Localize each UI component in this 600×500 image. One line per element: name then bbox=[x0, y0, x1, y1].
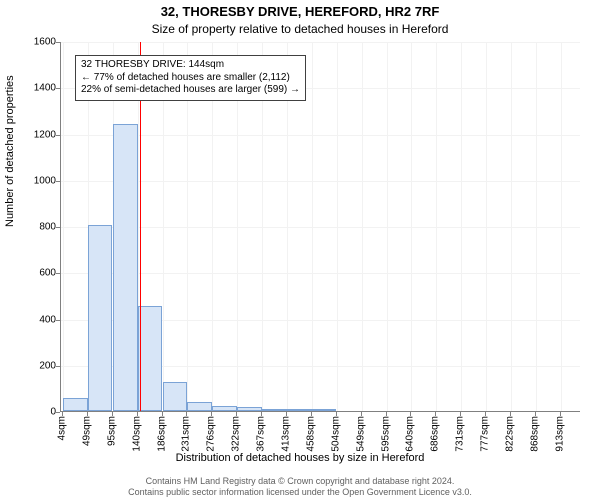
grid-v bbox=[337, 42, 338, 411]
histogram-bar bbox=[212, 406, 237, 411]
x-tick-label: 731sqm bbox=[455, 416, 466, 452]
x-tick-mark bbox=[510, 412, 511, 416]
x-tick-mark bbox=[336, 412, 337, 416]
histogram-bar bbox=[262, 409, 287, 411]
y-tick-label: 0 bbox=[6, 407, 56, 418]
x-tick-mark bbox=[485, 412, 486, 416]
x-tick-mark bbox=[435, 412, 436, 416]
histogram-bar bbox=[88, 225, 113, 411]
page: 32, THORESBY DRIVE, HEREFORD, HR2 7RF Si… bbox=[0, 0, 600, 500]
grid-v bbox=[411, 42, 412, 411]
x-tick-label: 231sqm bbox=[181, 416, 192, 452]
annotation-line-2: ← 77% of detached houses are smaller (2,… bbox=[81, 72, 300, 85]
x-tick-mark bbox=[386, 412, 387, 416]
footer-line-1: Contains HM Land Registry data © Crown c… bbox=[0, 476, 600, 487]
annotation-line-1: 32 THORESBY DRIVE: 144sqm bbox=[81, 59, 300, 72]
x-tick-mark bbox=[535, 412, 536, 416]
footer-line-2: Contains public sector information licen… bbox=[0, 487, 600, 498]
x-tick-label: 822sqm bbox=[504, 416, 515, 452]
y-tick-mark bbox=[56, 135, 60, 136]
x-tick-label: 413sqm bbox=[281, 416, 292, 452]
chart-title: 32, THORESBY DRIVE, HEREFORD, HR2 7RF bbox=[0, 4, 600, 19]
y-tick-label: 800 bbox=[6, 222, 56, 233]
annotation-line-3: 22% of semi-detached houses are larger (… bbox=[81, 84, 300, 97]
x-tick-mark bbox=[211, 412, 212, 416]
annotation-box: 32 THORESBY DRIVE: 144sqm ← 77% of detac… bbox=[75, 55, 306, 101]
x-tick-label: 140sqm bbox=[131, 416, 142, 452]
histogram-bar bbox=[163, 382, 188, 411]
x-tick-label: 640sqm bbox=[405, 416, 416, 452]
x-tick-mark bbox=[410, 412, 411, 416]
x-tick-label: 913sqm bbox=[554, 416, 565, 452]
y-tick-mark bbox=[56, 320, 60, 321]
histogram-bar bbox=[63, 398, 88, 411]
y-tick-label: 200 bbox=[6, 360, 56, 371]
y-tick-label: 600 bbox=[6, 268, 56, 279]
x-tick-label: 322sqm bbox=[231, 416, 242, 452]
x-tick-label: 49sqm bbox=[81, 416, 92, 446]
x-tick-label: 276sqm bbox=[206, 416, 217, 452]
histogram-bar bbox=[237, 407, 262, 411]
y-tick-mark bbox=[56, 273, 60, 274]
y-axis-label: Number of detached properties bbox=[4, 75, 16, 227]
x-tick-label: 367sqm bbox=[255, 416, 266, 452]
x-tick-mark bbox=[186, 412, 187, 416]
x-tick-label: 4sqm bbox=[57, 416, 68, 440]
y-tick-mark bbox=[56, 366, 60, 367]
grid-v bbox=[387, 42, 388, 411]
x-tick-label: 504sqm bbox=[330, 416, 341, 452]
histogram-bar bbox=[187, 402, 212, 411]
x-axis-label: Distribution of detached houses by size … bbox=[0, 452, 600, 464]
x-tick-mark bbox=[361, 412, 362, 416]
grid-v bbox=[362, 42, 363, 411]
histogram-bar bbox=[287, 409, 312, 411]
y-tick-label: 1000 bbox=[6, 175, 56, 186]
y-tick-mark bbox=[56, 227, 60, 228]
grid-v bbox=[312, 42, 313, 411]
x-tick-mark bbox=[460, 412, 461, 416]
y-tick-mark bbox=[56, 181, 60, 182]
histogram-bar bbox=[138, 306, 163, 411]
x-tick-mark bbox=[286, 412, 287, 416]
y-tick-label: 1600 bbox=[6, 37, 56, 48]
histogram-bar bbox=[113, 124, 138, 411]
y-tick-label: 400 bbox=[6, 314, 56, 325]
x-tick-label: 686sqm bbox=[430, 416, 441, 452]
y-tick-mark bbox=[56, 42, 60, 43]
x-tick-label: 549sqm bbox=[355, 416, 366, 452]
x-tick-mark bbox=[62, 412, 63, 416]
grid-v bbox=[561, 42, 562, 411]
x-tick-label: 777sqm bbox=[480, 416, 491, 452]
x-tick-mark bbox=[560, 412, 561, 416]
x-tick-mark bbox=[261, 412, 262, 416]
x-tick-mark bbox=[137, 412, 138, 416]
x-tick-label: 186sqm bbox=[156, 416, 167, 452]
x-tick-mark bbox=[87, 412, 88, 416]
y-tick-mark bbox=[56, 412, 60, 413]
x-tick-label: 595sqm bbox=[380, 416, 391, 452]
grid-v bbox=[486, 42, 487, 411]
y-tick-mark bbox=[56, 88, 60, 89]
chart-subtitle: Size of property relative to detached ho… bbox=[0, 22, 600, 36]
grid-v bbox=[63, 42, 64, 411]
y-tick-label: 1200 bbox=[6, 129, 56, 140]
x-tick-mark bbox=[311, 412, 312, 416]
footer: Contains HM Land Registry data © Crown c… bbox=[0, 476, 600, 498]
x-tick-label: 95sqm bbox=[107, 416, 118, 446]
x-tick-label: 458sqm bbox=[305, 416, 316, 452]
grid-v bbox=[436, 42, 437, 411]
x-tick-mark bbox=[162, 412, 163, 416]
x-tick-label: 868sqm bbox=[530, 416, 541, 452]
grid-v bbox=[461, 42, 462, 411]
histogram-bar bbox=[312, 409, 337, 411]
y-tick-label: 1400 bbox=[6, 83, 56, 94]
x-tick-mark bbox=[112, 412, 113, 416]
x-tick-mark bbox=[236, 412, 237, 416]
grid-v bbox=[536, 42, 537, 411]
grid-v bbox=[511, 42, 512, 411]
